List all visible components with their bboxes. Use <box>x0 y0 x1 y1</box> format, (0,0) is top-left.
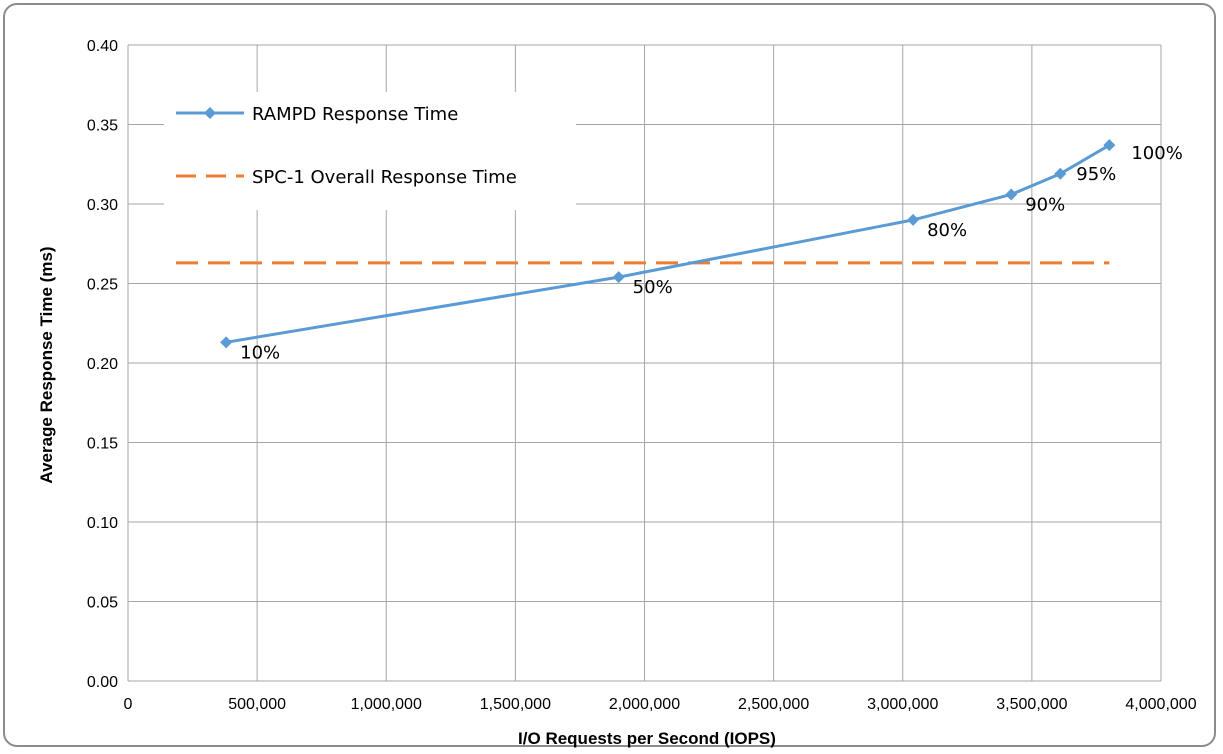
series: 10% 50% 80% 90% 95% 100% <box>176 139 1183 363</box>
x-tick-label: 2,500,000 <box>738 696 809 713</box>
y-tick-label: 0.30 <box>87 197 118 214</box>
x-tick-label: 1,000,000 <box>351 696 422 713</box>
x-tick-label: 3,500,000 <box>996 696 1067 713</box>
rampd-point-label: 50% <box>633 277 673 298</box>
rampd-point-marker <box>1005 188 1018 201</box>
y-tick-label: 0.05 <box>87 595 118 612</box>
rampd-point-marker <box>907 213 920 226</box>
rampd-point-label: 80% <box>927 220 967 241</box>
x-tick-label: 500,000 <box>228 696 286 713</box>
axes: 0.00 0.05 0.10 0.15 0.20 0.25 0.30 0.35 0.40 0 500… <box>87 38 1197 713</box>
y-tick-label: 0.10 <box>87 515 118 532</box>
y-tick-label: 0.25 <box>87 277 118 294</box>
x-tick-label: 3,000,000 <box>867 696 938 713</box>
y-tick-label: 0.00 <box>87 674 118 691</box>
y-axis-title: Average Response Time (ms) <box>37 246 56 483</box>
rampd-point-label: 90% <box>1025 194 1065 215</box>
rampd-response-line <box>225 143 1111 344</box>
rampd-point-label: 10% <box>240 342 280 363</box>
rampd-point-label: 95% <box>1076 164 1116 185</box>
y-tick-label: 0.35 <box>87 118 118 135</box>
x-tick-label: 4,000,000 <box>1125 696 1196 713</box>
rampd-point-marker <box>1103 139 1116 152</box>
legend-label-rampd: RAMPD Response Time <box>252 104 458 125</box>
rampd-point-marker <box>220 336 233 349</box>
rampd-point-marker <box>612 271 625 284</box>
legend-marker-rampd <box>204 107 216 119</box>
y-tick-label: 0.20 <box>87 356 118 373</box>
legend: RAMPD Response Time SPC-1 Overall Respon… <box>164 92 576 210</box>
x-tick-label: 0 <box>124 696 133 713</box>
rampd-point-label: 100% <box>1131 143 1182 164</box>
y-tick-label: 0.40 <box>87 38 118 55</box>
y-tick-label: 0.15 <box>87 436 118 453</box>
rampd-point-marker <box>1054 167 1067 180</box>
x-axis-title: I/O Requests per Second (IOPS) <box>518 729 776 748</box>
x-tick-label: 1,500,000 <box>480 696 551 713</box>
x-tick-label: 2,000,000 <box>609 696 680 713</box>
legend-label-spc1: SPC-1 Overall Response Time <box>252 167 517 188</box>
